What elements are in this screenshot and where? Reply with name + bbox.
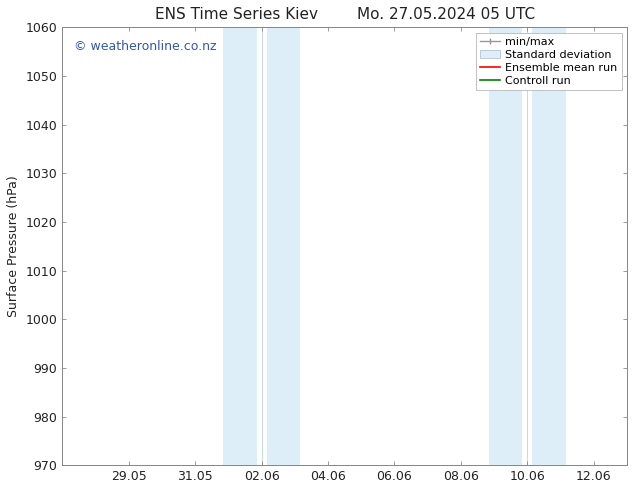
Bar — [489, 27, 522, 465]
Text: © weatheronline.co.nz: © weatheronline.co.nz — [74, 40, 216, 53]
Legend: min/max, Standard deviation, Ensemble mean run, Controll run: min/max, Standard deviation, Ensemble me… — [476, 33, 621, 90]
Title: ENS Time Series Kiev        Mo. 27.05.2024 05 UTC: ENS Time Series Kiev Mo. 27.05.2024 05 U… — [155, 7, 534, 22]
Y-axis label: Surface Pressure (hPa): Surface Pressure (hPa) — [7, 175, 20, 317]
Bar — [223, 27, 257, 465]
Bar — [266, 27, 300, 465]
Bar — [533, 27, 566, 465]
